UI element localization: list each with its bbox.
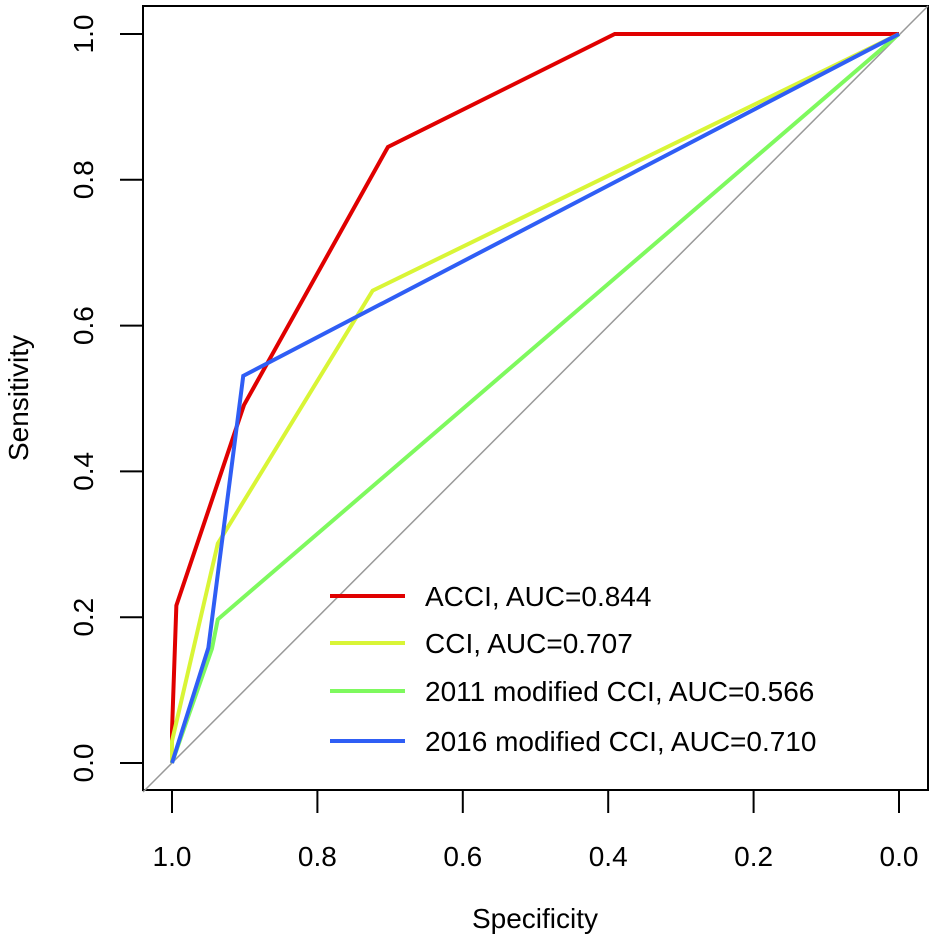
- legend-label: ACCI, AUC=0.844: [425, 581, 651, 612]
- x-tick-label: 0.6: [443, 841, 482, 872]
- y-tick-label: 0.6: [68, 306, 99, 345]
- y-tick-label: 0.8: [68, 160, 99, 199]
- x-tick-label: 0.2: [734, 841, 773, 872]
- y-tick-label: 0.2: [68, 598, 99, 637]
- roc-curve-4: [170, 32, 900, 764]
- y-axis-label: Sensitivity: [3, 335, 34, 461]
- roc-curve-1: [170, 32, 899, 763]
- legend-label: 2011 modified CCI, AUC=0.566: [425, 676, 814, 707]
- y-tick-label: 0.4: [68, 452, 99, 491]
- x-tick-label: 0.0: [880, 841, 919, 872]
- reference-diagonal: [142, 5, 929, 793]
- x-tick-label: 0.4: [589, 841, 628, 872]
- x-axis: 1.0 0.8 0.6 0.4 0.2 0.0: [153, 789, 919, 872]
- x-tick-label: 0.8: [298, 841, 337, 872]
- y-tick-label: 1.0: [68, 15, 99, 54]
- x-axis-label: Specificity: [472, 903, 598, 934]
- legend-label: CCI, AUC=0.707: [425, 628, 633, 659]
- y-tick-label: 0.0: [68, 744, 99, 783]
- x-tick-label: 1.0: [153, 841, 192, 872]
- legend-label: 2016 modified CCI, AUC=0.710: [425, 726, 816, 757]
- plot-lines: [142, 5, 929, 793]
- y-axis: 0.0 0.2 0.4 0.6 0.8 1.0: [68, 15, 144, 783]
- legend: ACCI, AUC=0.844 CCI, AUC=0.707 2011 modifi…: [330, 581, 816, 757]
- roc-curve-2: [170, 32, 900, 763]
